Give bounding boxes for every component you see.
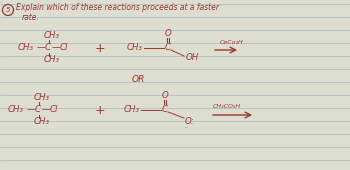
Text: OH: OH [186,54,199,63]
Text: CH₃: CH₃ [34,94,50,103]
Text: 5: 5 [6,7,10,13]
Text: —: — [42,106,51,115]
Text: C: C [45,44,51,53]
Text: C: C [35,106,41,115]
Text: Cl: Cl [60,44,68,53]
Text: C: C [165,44,171,53]
Text: CH₃: CH₃ [8,106,24,115]
Text: Cl: Cl [50,106,58,115]
Text: OR: OR [131,75,145,84]
Text: CH₃: CH₃ [18,44,34,53]
Text: C: C [162,106,168,115]
Text: ..: .. [184,123,188,129]
Text: CeCo₂H: CeCo₂H [220,40,244,45]
Text: CH₃: CH₃ [44,31,60,40]
Text: —: — [37,44,46,53]
Text: —: — [52,44,61,53]
Text: Explain which of these reactions proceeds at a faster: Explain which of these reactions proceed… [16,4,219,13]
Text: O: O [164,30,172,38]
Text: +: + [95,104,105,116]
Text: O: O [162,91,168,100]
Text: rate.: rate. [22,13,40,22]
Text: +: + [95,41,105,55]
Text: CH₃: CH₃ [34,117,50,126]
Text: —: — [27,106,36,115]
Text: O:: O: [185,116,195,125]
Text: CH₃: CH₃ [124,106,140,115]
Text: CH₂CO₂H: CH₂CO₂H [213,104,241,109]
Text: CH₃: CH₃ [127,44,143,53]
Text: CH₃: CH₃ [44,55,60,64]
